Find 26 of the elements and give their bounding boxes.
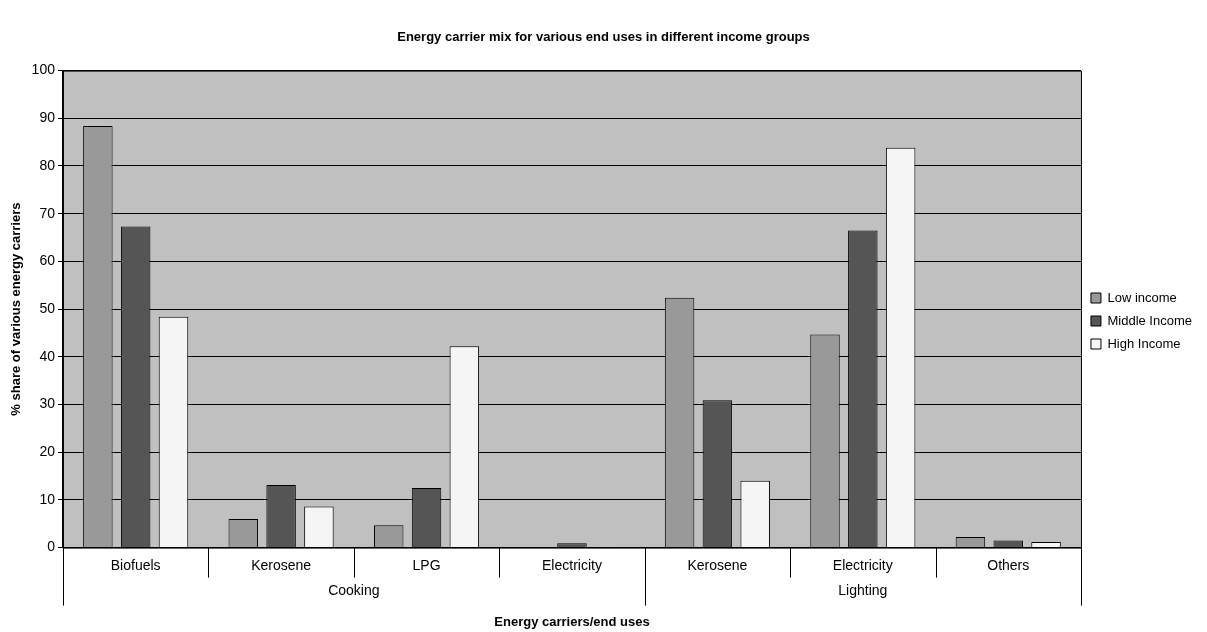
- y-tick-label: 10: [39, 490, 56, 507]
- legend-label: Middle Income: [1107, 312, 1193, 328]
- y-tick-label: 30: [39, 395, 56, 412]
- legend-label: High Income: [1107, 335, 1181, 351]
- x-tick-label: Kerosene: [251, 556, 312, 573]
- text: Cooking: [328, 582, 380, 599]
- x-tick-label: Others: [987, 556, 1030, 573]
- y-axis-title: % share of various energy carriers: [8, 202, 24, 416]
- y-tick-label: 100: [31, 61, 56, 78]
- x-tick-label: Kerosene: [687, 556, 748, 573]
- y-tick-label: 80: [39, 156, 56, 173]
- x-tick-label: Electricity: [542, 556, 602, 573]
- y-tick-label: 20: [39, 443, 56, 460]
- y-tick-label: 40: [39, 347, 56, 364]
- legend-label: Low income: [1107, 289, 1177, 305]
- chart-title: Energy carrier mix for various end uses in different income groups: [397, 29, 810, 45]
- y-tick-label: 90: [39, 109, 56, 126]
- y-tick-label: 50: [39, 299, 56, 316]
- x-axis-title: Energy carriers/end uses: [494, 613, 650, 629]
- y-tick-label: 60: [39, 252, 56, 269]
- x-tick-label: Biofuels: [110, 556, 161, 573]
- y-tick-label: 70: [39, 204, 56, 221]
- y-tick-label: 0: [47, 538, 56, 555]
- x-tick-label: LPG: [412, 556, 441, 573]
- text: Lighting: [838, 582, 888, 599]
- x-tick-label: Electricity: [832, 556, 893, 573]
